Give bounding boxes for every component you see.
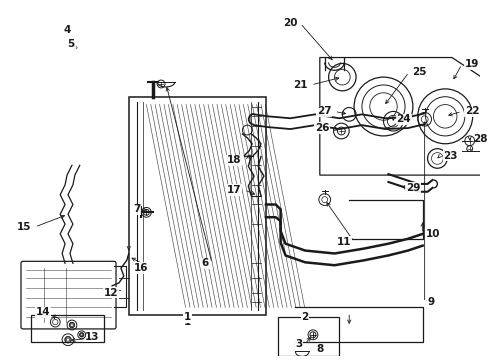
Text: 16: 16 bbox=[134, 263, 148, 273]
Text: 1: 1 bbox=[183, 312, 191, 322]
Text: 13: 13 bbox=[85, 332, 99, 342]
Text: 19: 19 bbox=[464, 59, 478, 69]
Text: 24: 24 bbox=[395, 114, 410, 124]
Text: 21: 21 bbox=[293, 80, 307, 90]
Text: 11: 11 bbox=[336, 237, 350, 247]
Text: 15: 15 bbox=[17, 222, 32, 232]
Text: 7: 7 bbox=[133, 204, 140, 215]
Bar bbox=[128, 97, 265, 315]
Text: 12: 12 bbox=[103, 288, 118, 298]
Text: 27: 27 bbox=[316, 107, 331, 116]
Text: 14: 14 bbox=[36, 307, 50, 317]
Bar bbox=[277, 317, 339, 356]
Text: 26: 26 bbox=[314, 123, 329, 133]
Text: 25: 25 bbox=[411, 67, 426, 77]
Text: 9: 9 bbox=[427, 297, 434, 307]
Text: 18: 18 bbox=[226, 156, 241, 165]
Text: 28: 28 bbox=[472, 134, 486, 144]
Text: 4: 4 bbox=[63, 25, 71, 35]
Text: 22: 22 bbox=[464, 107, 478, 116]
Text: 5: 5 bbox=[67, 39, 75, 49]
Text: 17: 17 bbox=[226, 185, 241, 195]
Text: 20: 20 bbox=[282, 18, 297, 28]
Text: 8: 8 bbox=[316, 345, 323, 355]
Text: 10: 10 bbox=[425, 229, 439, 239]
Bar bbox=[31, 315, 104, 342]
Text: 29: 29 bbox=[405, 183, 420, 193]
Text: 1: 1 bbox=[183, 317, 191, 327]
Text: 3: 3 bbox=[294, 339, 302, 348]
Text: 23: 23 bbox=[442, 150, 457, 161]
Text: 6: 6 bbox=[202, 258, 209, 268]
Text: 2: 2 bbox=[301, 312, 308, 322]
